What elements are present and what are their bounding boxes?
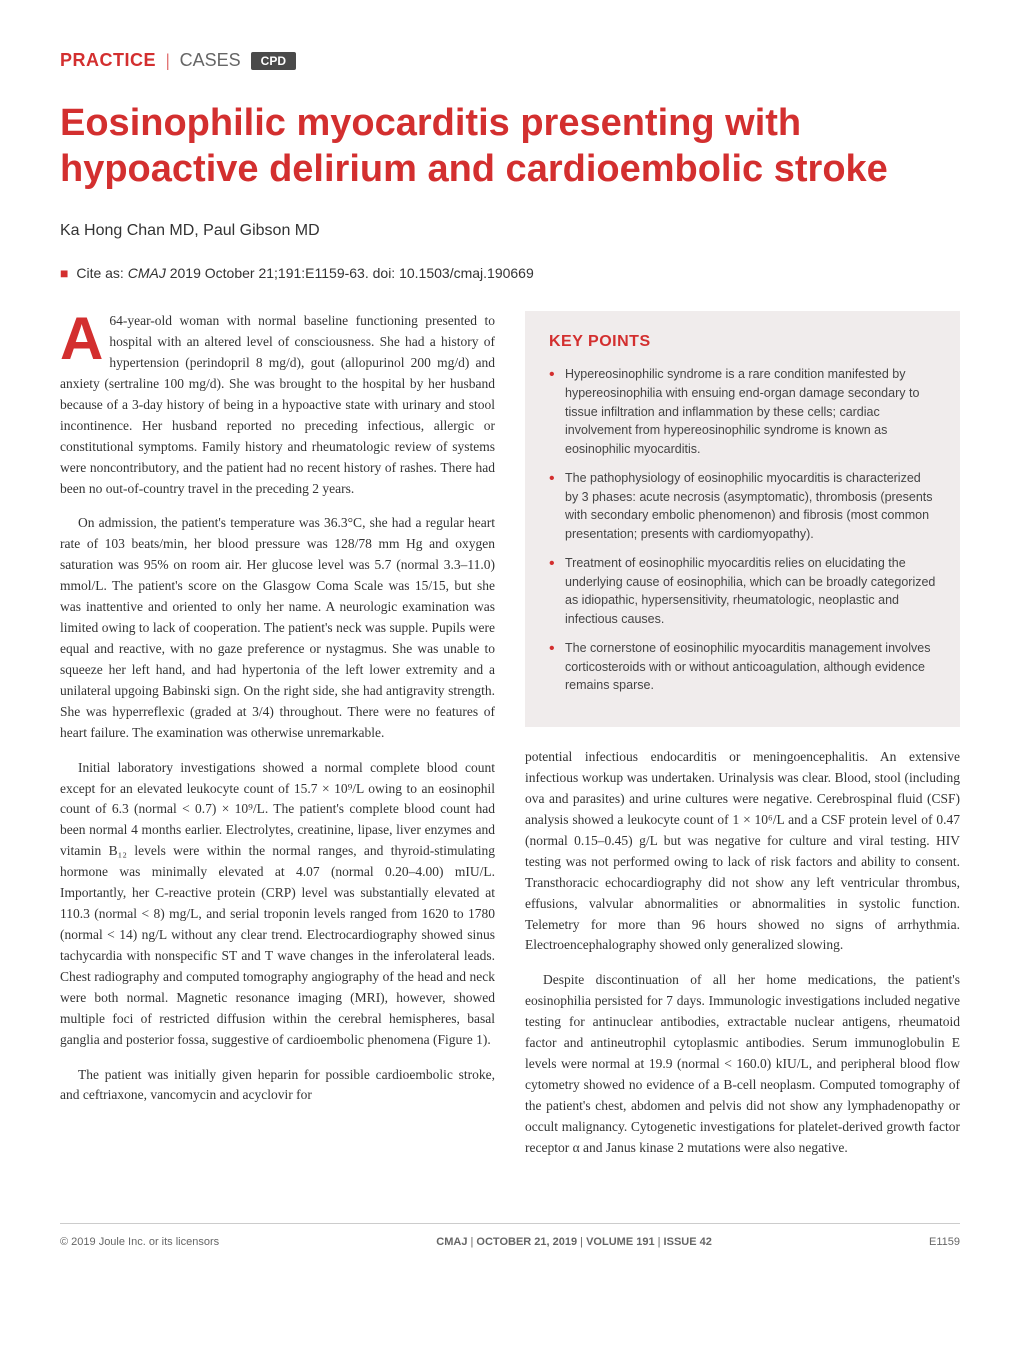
body-paragraph-4: The patient was initially given heparin … xyxy=(60,1065,495,1107)
section-header: PRACTICE | CASES CPD xyxy=(60,50,960,71)
practice-label: PRACTICE xyxy=(60,50,156,71)
body-paragraph-3: Initial laboratory investigations showed… xyxy=(60,758,495,1051)
content-wrapper: A64-year-old woman with normal baseline … xyxy=(60,311,960,1173)
citation-details: 2019 October 21;191:E1159-63. doi: 10.15… xyxy=(170,265,534,281)
key-points-box: KEY POINTS Hypereosinophilic syndrome is… xyxy=(525,311,960,727)
footer-volume: VOLUME 191 xyxy=(586,1236,654,1248)
citation-journal: CMAJ xyxy=(128,265,166,281)
key-point-item: The cornerstone of eosinophilic myocardi… xyxy=(549,639,936,695)
citation-prefix: Cite as: xyxy=(76,265,123,281)
header-divider: | xyxy=(166,50,170,71)
footer-date: OCTOBER 21, 2019 xyxy=(476,1236,577,1248)
body-paragraph-1: A64-year-old woman with normal baseline … xyxy=(60,311,495,499)
citation: ■ Cite as: CMAJ 2019 October 21;191:E115… xyxy=(60,265,960,281)
key-points-list: Hypereosinophilic syndrome is a rare con… xyxy=(549,365,936,695)
authors: Ka Hong Chan MD, Paul Gibson MD xyxy=(60,222,960,240)
p1-text: 64-year-old woman with normal baseline f… xyxy=(60,313,495,495)
dropcap: A xyxy=(60,315,103,363)
body-paragraph-2: On admission, the patient's temperature … xyxy=(60,513,495,743)
footer-copyright: © 2019 Joule Inc. or its licensors xyxy=(60,1236,219,1248)
page-footer: © 2019 Joule Inc. or its licensors CMAJ … xyxy=(60,1223,960,1248)
article-title: Eosinophilic myocarditis presenting with… xyxy=(60,101,960,192)
right-column: KEY POINTS Hypereosinophilic syndrome is… xyxy=(525,311,960,1173)
citation-marker-icon: ■ xyxy=(60,265,68,281)
footer-page: E1159 xyxy=(929,1236,960,1248)
body-paragraph-6: Despite discontinuation of all her home … xyxy=(525,970,960,1158)
key-points-title: KEY POINTS xyxy=(549,333,936,351)
key-point-item: The pathophysiology of eosinophilic myoc… xyxy=(549,469,936,544)
key-point-item: Treatment of eosinophilic myocarditis re… xyxy=(549,554,936,629)
cpd-badge: CPD xyxy=(251,52,296,70)
footer-journal: CMAJ xyxy=(436,1236,467,1248)
left-column: A64-year-old woman with normal baseline … xyxy=(60,311,495,1173)
key-point-item: Hypereosinophilic syndrome is a rare con… xyxy=(549,365,936,459)
footer-issue: ISSUE 42 xyxy=(664,1236,712,1248)
body-paragraph-5: potential infectious endocarditis or men… xyxy=(525,747,960,956)
footer-center: CMAJ | OCTOBER 21, 2019 | VOLUME 191 | I… xyxy=(436,1236,712,1248)
cases-label: CASES xyxy=(180,50,241,71)
